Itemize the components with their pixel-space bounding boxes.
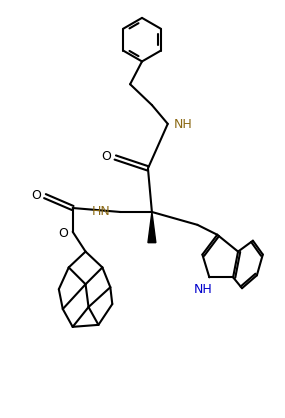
Text: NH: NH (194, 283, 213, 296)
Polygon shape (148, 212, 156, 243)
Text: HN: HN (91, 206, 110, 219)
Text: O: O (101, 150, 111, 163)
Text: O: O (58, 227, 68, 240)
Text: NH: NH (174, 118, 193, 131)
Text: O: O (31, 189, 41, 201)
